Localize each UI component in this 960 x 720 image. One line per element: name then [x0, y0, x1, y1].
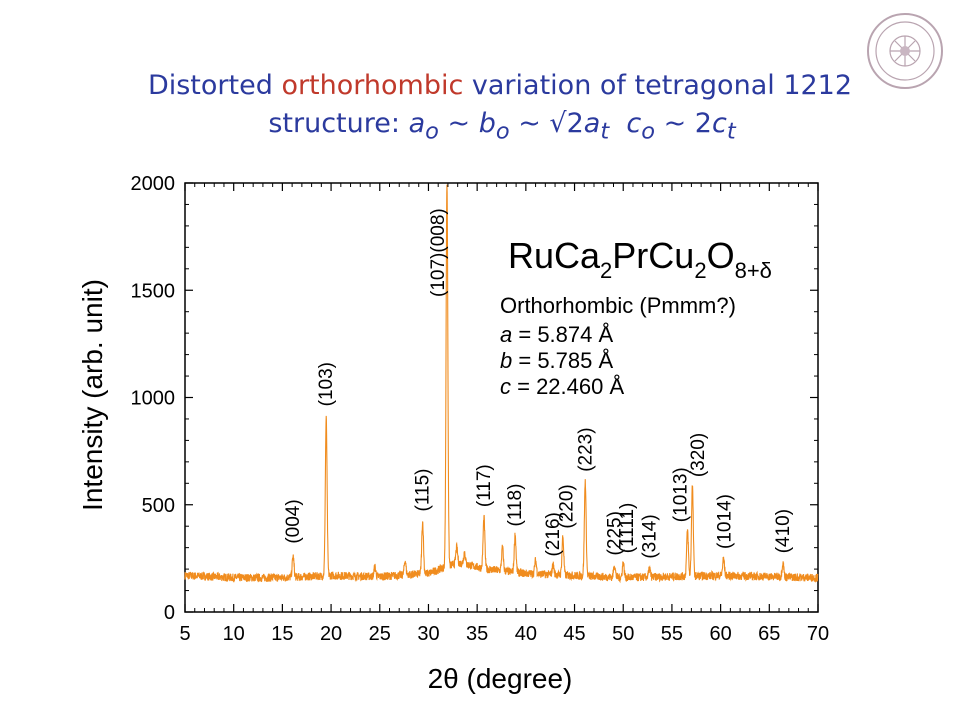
- y-tick-label: 1000: [131, 388, 176, 410]
- peak-label: (118): [505, 484, 526, 527]
- x-tick-label: 25: [369, 623, 391, 645]
- university-seal-icon: [867, 13, 943, 89]
- peak-label: (117): [474, 464, 495, 507]
- peak-label: (103): [316, 362, 337, 406]
- x-tick-label: 5: [179, 623, 190, 645]
- y-tick-label: 0: [164, 602, 175, 624]
- y-tick-label: 1500: [131, 280, 176, 302]
- peak-label: (410): [773, 509, 794, 553]
- peak-label: (107)(008): [428, 208, 449, 297]
- peak-label: (1014): [715, 494, 736, 549]
- y-tick-label: 2000: [131, 173, 176, 195]
- peak-label: (314): [640, 514, 661, 558]
- lattice-c: c = 22.460 Å: [500, 374, 624, 399]
- peak-label: (1013): [671, 467, 692, 522]
- x-tick-label: 35: [466, 623, 488, 645]
- peak-label: (216): [543, 512, 564, 556]
- slide-title-line2: structure: ao ~ bo ~ √2at co ~ 2ct: [268, 108, 736, 145]
- x-tick-label: 65: [758, 623, 780, 645]
- xrd-trace: [184, 184, 819, 584]
- x-tick-label: 60: [709, 623, 731, 645]
- y-tick-label: 500: [142, 495, 175, 517]
- y-axis-label: Intensity (arb. unit): [77, 279, 108, 511]
- x-tick-label: 30: [417, 623, 439, 645]
- x-tick-label: 55: [661, 623, 683, 645]
- peak-label: (004): [283, 499, 304, 543]
- lattice-a: a = 5.874 Å: [500, 322, 613, 347]
- lattice-b: b = 5.785 Å: [500, 348, 613, 373]
- x-axis-label: 2θ (degree): [428, 663, 573, 694]
- x-tick-label: 10: [223, 623, 245, 645]
- compound-formula: RuCa2PrCu2O8+δ: [508, 235, 772, 283]
- x-tick-label: 15: [271, 623, 293, 645]
- peak-label: (115): [413, 469, 434, 512]
- x-tick-label: 40: [515, 623, 537, 645]
- peak-label: (1111): [617, 503, 638, 554]
- peak-label: (220): [557, 484, 578, 528]
- peak-label: (225): [604, 511, 625, 555]
- slide-title-line1: Distorted orthorhombic variation of tetr…: [147, 70, 853, 101]
- x-tick-label: 45: [563, 623, 585, 645]
- x-tick-label: 50: [612, 623, 634, 645]
- peak-label: (320): [688, 433, 709, 477]
- lattice-header: Orthorhombic (Pmmm?): [500, 293, 736, 318]
- x-tick-label: 20: [320, 623, 342, 645]
- x-tick-label: 70: [807, 623, 829, 645]
- peak-label: (223): [575, 427, 596, 471]
- title-highlight-word: orthorhombic: [281, 70, 464, 101]
